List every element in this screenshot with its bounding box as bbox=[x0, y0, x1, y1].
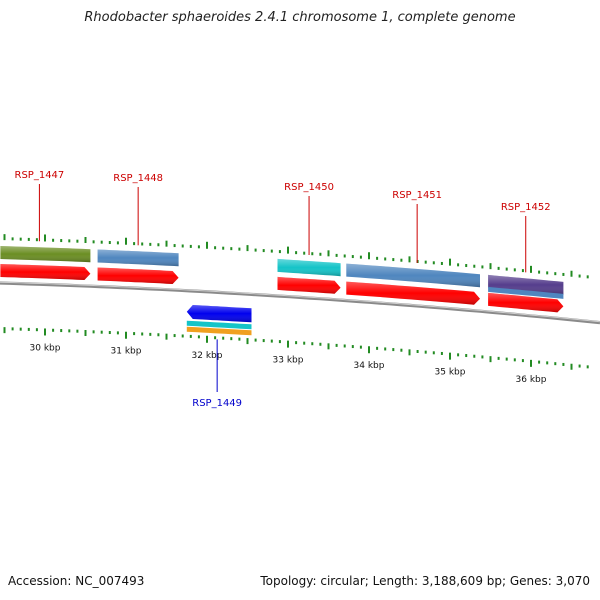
scale-tick-label: 35 kbp bbox=[435, 368, 466, 378]
scale-tick-label: 36 kbp bbox=[516, 375, 547, 385]
gene-rsp-1449[interactable] bbox=[186, 305, 252, 336]
scale-tick-label: 30 kbp bbox=[30, 343, 61, 353]
genome-title: Rhodobacter sphaeroides 2.4.1 chromosome… bbox=[84, 10, 516, 25]
genome-backbone bbox=[0, 281, 600, 325]
scale-tick-label: 33 kbp bbox=[273, 356, 304, 366]
gene-label[interactable]: RSP_1450 bbox=[284, 182, 334, 193]
feature-band bbox=[186, 320, 252, 330]
label-layer: RSP_1447 RSP_1448 RSP_1449 RSP_1450 RSP_1451… bbox=[15, 170, 551, 409]
feature-band bbox=[186, 326, 252, 336]
tick-layer: 30 kbp 31 kbp 32 kbp 33 kbp 34 kbp 35 kbp 36 k… bbox=[3, 234, 589, 385]
gene-rsp-1447[interactable] bbox=[0, 246, 91, 280]
gene-rsp-1452[interactable] bbox=[488, 274, 564, 313]
gene-label[interactable]: RSP_1449 bbox=[192, 398, 242, 409]
gene-rsp-1448[interactable] bbox=[97, 249, 179, 285]
gene-layer bbox=[0, 246, 564, 336]
gene-label[interactable]: RSP_1448 bbox=[113, 173, 163, 184]
scale-tick-label: 32 kbp bbox=[192, 351, 223, 361]
gene-rsp-1451[interactable] bbox=[346, 263, 480, 305]
accession-text: Accession: NC_007493 bbox=[8, 574, 145, 588]
backbone-layer bbox=[0, 281, 600, 325]
scale-tick-label: 31 kbp bbox=[111, 347, 142, 357]
feature-band bbox=[488, 286, 564, 299]
scale-tick-label: 34 kbp bbox=[354, 361, 385, 371]
gene-label[interactable]: RSP_1451 bbox=[392, 190, 442, 201]
gene-label[interactable]: RSP_1447 bbox=[15, 170, 65, 181]
gene-rsp-1450[interactable] bbox=[277, 258, 341, 294]
gene-label[interactable]: RSP_1452 bbox=[501, 202, 551, 213]
genome-summary-text: Topology: circular; Length: 3,188,609 bp… bbox=[260, 574, 590, 588]
